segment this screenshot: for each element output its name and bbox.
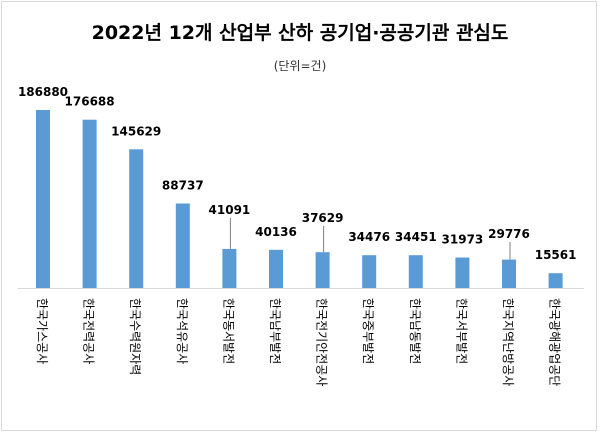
chart-subtitle: (단위=건) xyxy=(273,59,327,73)
data-label-5: 40136 xyxy=(255,225,297,239)
category-label-7: 한국중부발전 xyxy=(361,298,375,364)
data-label-1: 176688 xyxy=(65,95,115,109)
category-label-1: 한국전력공사 xyxy=(82,298,96,364)
category-label-8: 한국남동발전 xyxy=(408,298,422,364)
data-label-9: 31973 xyxy=(442,233,484,247)
category-label-10: 한국지역난방공사 xyxy=(501,298,515,386)
category-label-9: 한국서부발전 xyxy=(454,298,468,364)
category-label-6: 한국전기안전공사 xyxy=(315,298,329,386)
bar-4 xyxy=(222,248,237,288)
bar-7 xyxy=(362,255,377,288)
category-label-11: 한국광해광업공단 xyxy=(548,298,562,386)
bar-0 xyxy=(36,110,50,288)
category-label-2: 한국수력원자력 xyxy=(128,298,142,375)
data-label-8: 34451 xyxy=(395,230,437,244)
category-label-4: 한국동서발전 xyxy=(221,298,235,364)
data-label-4: 41091 xyxy=(209,203,251,217)
bar-9 xyxy=(455,257,470,288)
bar-8 xyxy=(408,255,423,288)
chart-title: 2022년 12개 산업부 산하 공기업·공공기관 관심도 xyxy=(91,22,509,44)
data-label-11: 15561 xyxy=(535,248,577,262)
data-label-6: 37629 xyxy=(302,211,344,225)
data-label-0: 186880 xyxy=(18,85,68,99)
data-label-2: 145629 xyxy=(111,124,161,138)
data-label-3: 88737 xyxy=(162,178,204,192)
bar-6 xyxy=(315,252,330,288)
data-label-7: 34476 xyxy=(348,230,390,244)
bar-2 xyxy=(129,149,144,288)
bar-10 xyxy=(502,259,516,288)
category-label-0: 한국가스공사 xyxy=(35,298,49,364)
data-label-10: 29776 xyxy=(488,227,530,241)
bar-1 xyxy=(82,119,97,288)
bar-5 xyxy=(269,249,283,288)
category-label-3: 한국석유공사 xyxy=(175,298,189,364)
category-label-5: 한국남부발전 xyxy=(268,298,282,364)
bar-3 xyxy=(175,203,190,288)
bar-11 xyxy=(548,273,563,288)
